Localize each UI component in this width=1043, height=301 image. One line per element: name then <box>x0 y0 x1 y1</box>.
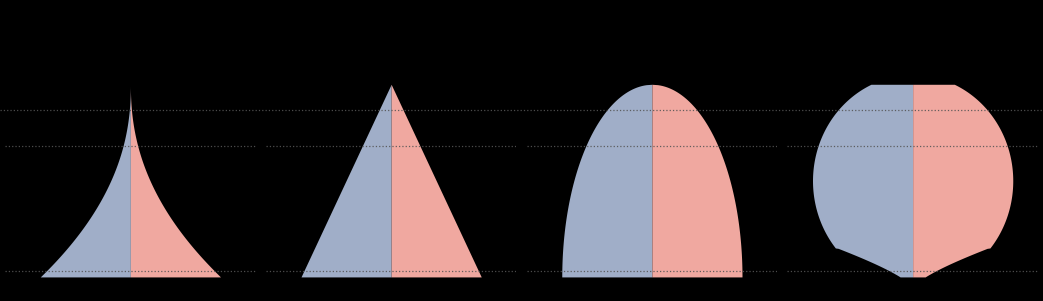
Text: Stage 3: Sta: Stage 3: Sta <box>495 286 558 295</box>
Text: Stage 4: ?: Stage 4: ? <box>762 286 812 295</box>
